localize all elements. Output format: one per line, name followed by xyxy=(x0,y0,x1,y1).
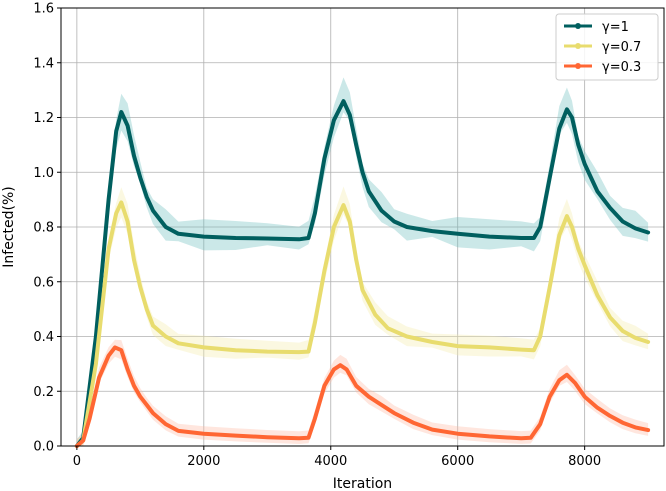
y-tick-label: 1.4 xyxy=(33,56,54,71)
legend-swatch-marker xyxy=(575,63,581,69)
legend-swatch-marker xyxy=(575,43,581,49)
series-line xyxy=(74,99,651,448)
x-axis-label: Iteration xyxy=(333,476,392,491)
x-tick-label: 2000 xyxy=(187,454,220,469)
legend-label: γ=0.7 xyxy=(602,40,641,55)
x-axis-ticks: 0 2000 4000 6000 8000 xyxy=(73,446,601,469)
series-lines xyxy=(74,99,651,448)
y-tick-label: 0.8 xyxy=(33,221,54,236)
x-tick-label: 0 xyxy=(73,454,81,469)
y-tick-label: 1.6 xyxy=(33,2,54,17)
x-tick-label: 6000 xyxy=(441,454,474,469)
x-tick-label: 8000 xyxy=(568,454,601,469)
series-line xyxy=(74,200,651,448)
y-tick-label: 0.2 xyxy=(33,385,54,400)
legend: γ=1 γ=0.7 γ=0.3 xyxy=(555,13,659,81)
y-axis-label: Infected(%) xyxy=(1,186,17,267)
series-line xyxy=(74,345,651,448)
y-tick-label: 0.6 xyxy=(33,275,54,290)
legend-box xyxy=(555,13,659,81)
legend-swatch-marker xyxy=(575,23,581,29)
x-tick-label: 4000 xyxy=(314,454,347,469)
y-tick-label: 1.2 xyxy=(33,111,54,126)
y-tick-label: 0.0 xyxy=(33,440,54,455)
y-tick-label: 1.0 xyxy=(33,166,54,181)
legend-label: γ=1 xyxy=(602,20,629,35)
y-axis-ticks: 0.0 0.2 0.4 0.6 0.8 1.0 1.2 1.4 1.6 xyxy=(33,2,61,455)
y-tick-label: 0.4 xyxy=(33,330,54,345)
legend-label: γ=0.3 xyxy=(602,60,641,75)
